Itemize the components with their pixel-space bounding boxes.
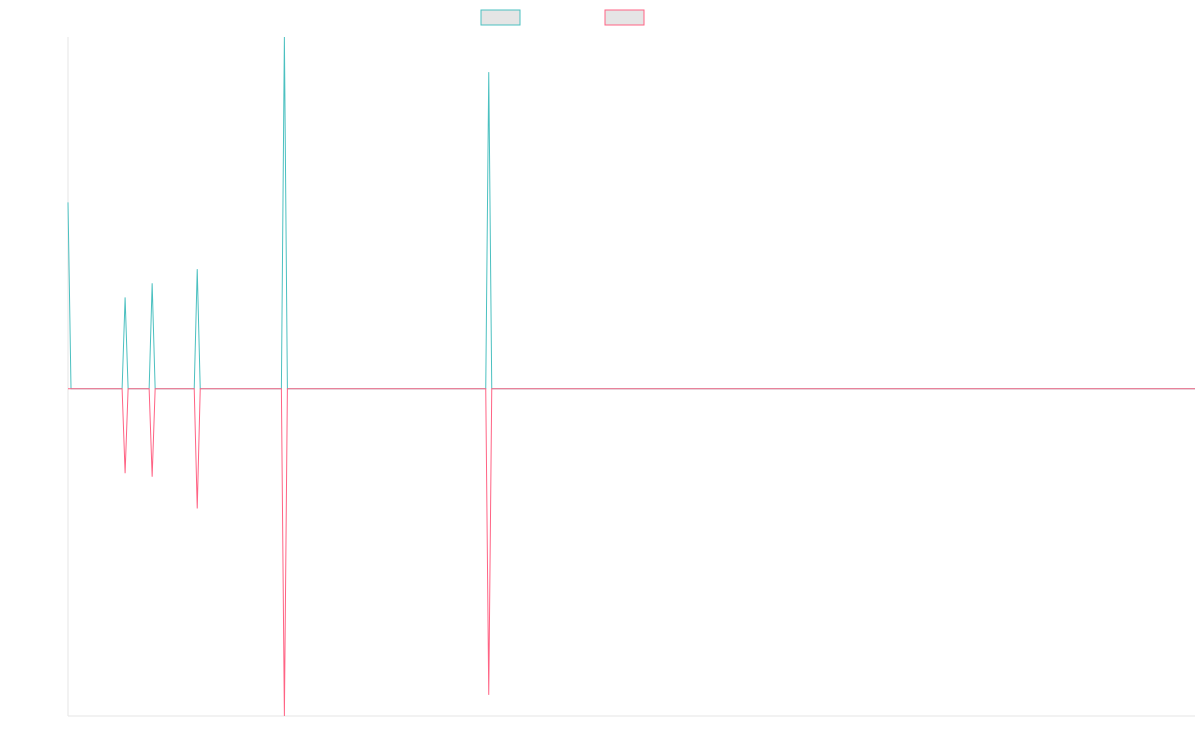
- legend-swatch-0[interactable]: [480, 9, 521, 26]
- legend-swatch-1[interactable]: [604, 9, 645, 26]
- series-line-0: [67, 36, 1195, 390]
- series-line-1: [68, 388, 1195, 717]
- legend: [480, 9, 645, 26]
